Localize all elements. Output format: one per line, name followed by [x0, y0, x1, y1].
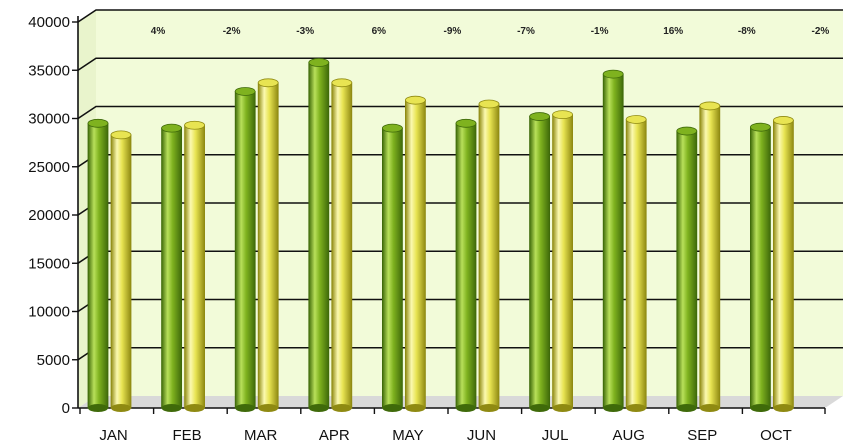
gridline [77, 105, 843, 120]
y-tick-label: 25000 [28, 159, 70, 176]
bar-series1 [381, 123, 403, 412]
x-tick-label: JAN [99, 427, 127, 440]
y-tick-label: 35000 [28, 62, 70, 79]
y-tick-label: 0 [62, 400, 70, 417]
bar-series1 [676, 126, 698, 412]
gridline [77, 57, 843, 71]
percent-annotation: 16% [663, 26, 683, 37]
y-tick-label: 15000 [28, 255, 70, 272]
x-tick-label: OCT [760, 427, 792, 440]
bar-series1 [234, 87, 256, 412]
gridline [77, 9, 843, 23]
bar-series2 [110, 130, 132, 412]
bar-series1 [455, 118, 477, 412]
x-tick-label: JUL [542, 427, 569, 440]
y-tick-label: 5000 [37, 352, 70, 369]
y-tick-label: 30000 [28, 111, 70, 128]
x-tick-label: MAY [392, 427, 423, 440]
percent-annotation: -8% [738, 26, 756, 37]
bar-series1 [750, 122, 771, 412]
bar-series2 [552, 110, 573, 412]
bar-series2 [773, 116, 794, 412]
bars [87, 58, 794, 412]
bar-series2 [625, 115, 647, 412]
x-tick-label: MAR [244, 427, 278, 440]
bar-series1 [308, 58, 330, 412]
bar-series1 [529, 112, 550, 412]
x-tick-label: JUN [467, 427, 496, 440]
percent-annotation: -9% [444, 26, 462, 37]
percent-annotation: 6% [372, 26, 387, 37]
y-tick-label: 20000 [28, 207, 70, 224]
x-tick-label: APR [319, 427, 350, 440]
bar-series1 [602, 69, 624, 412]
bar-series2 [331, 78, 353, 412]
y-tick-label: 10000 [28, 304, 70, 321]
bar-series2 [184, 120, 206, 412]
percent-annotation: -2% [812, 26, 830, 37]
y-tick-label: 40000 [28, 14, 70, 31]
bar-series1 [161, 123, 183, 412]
bar-series1 [87, 118, 109, 412]
percent-annotation: -1% [591, 26, 609, 37]
x-tick-label: FEB [173, 427, 202, 440]
bar-series2 [257, 78, 279, 412]
x-tick-label: AUG [612, 427, 645, 440]
percent-annotation: 4% [151, 26, 166, 37]
bar-series2 [478, 99, 500, 412]
percent-annotation: -2% [223, 26, 241, 37]
percent-annotation: -3% [296, 26, 314, 37]
percent-annotation: -7% [517, 26, 535, 37]
x-tick-label: SEP [687, 427, 717, 440]
labels: 0 5000 10000 15000 20000 25000 30000 35000 40000… [28, 14, 829, 440]
bar-series2 [699, 101, 721, 412]
bar-series2 [404, 95, 426, 412]
